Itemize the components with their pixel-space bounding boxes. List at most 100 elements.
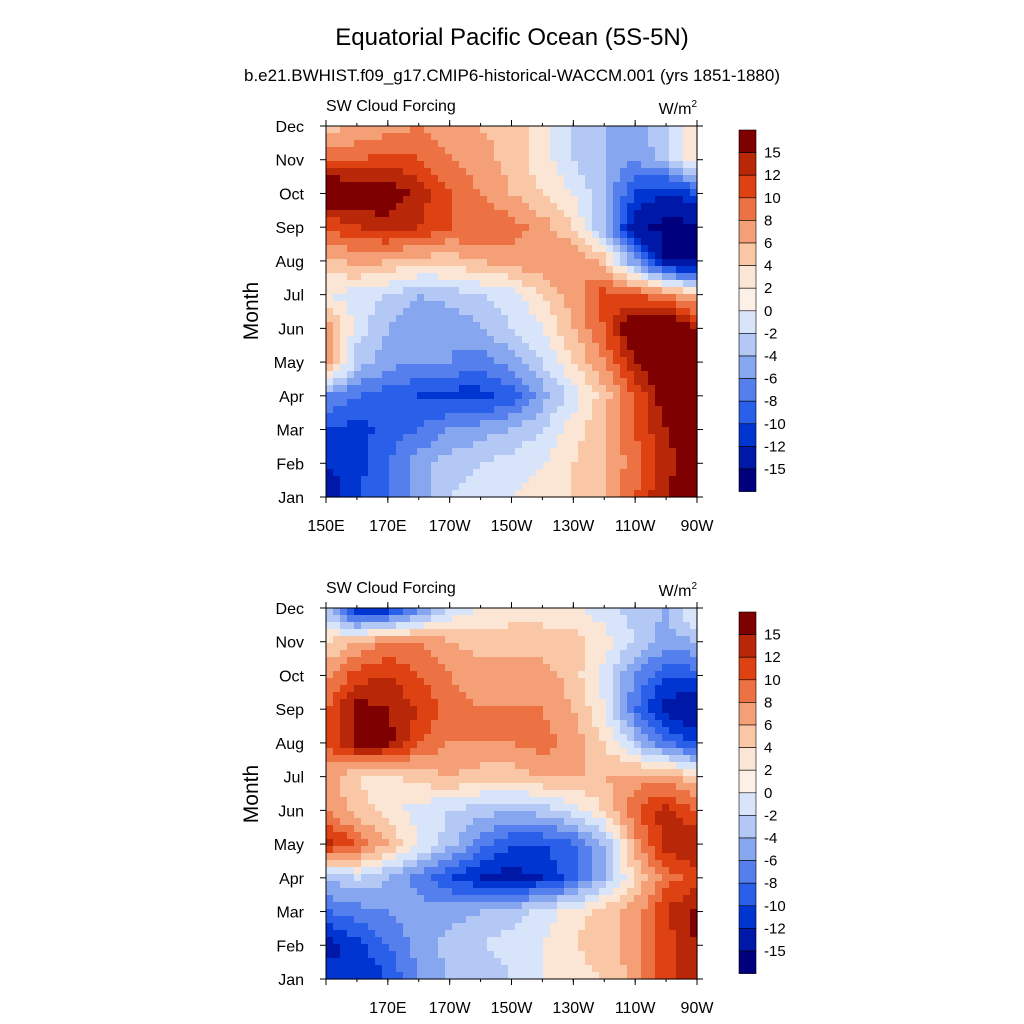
heatmap-cell: [522, 371, 530, 379]
heatmap-cell: [340, 350, 348, 358]
heatmap-cell: [550, 650, 558, 658]
heatmap-cell: [690, 755, 698, 763]
heatmap-cell: [648, 392, 656, 400]
heatmap-cell: [396, 755, 404, 763]
heatmap-cell: [536, 741, 544, 749]
heatmap-cell: [690, 734, 698, 742]
heatmap-cell: [333, 231, 341, 239]
heatmap-cell: [627, 378, 635, 386]
heatmap-cell: [676, 741, 684, 749]
heatmap-cell: [396, 315, 404, 323]
heatmap-cell: [445, 874, 453, 882]
heatmap-cell: [606, 741, 614, 749]
heatmap-cell: [578, 741, 586, 749]
heatmap-cell: [655, 727, 663, 735]
heatmap-cell: [326, 832, 334, 840]
heatmap-cell: [501, 790, 509, 798]
heatmap-cell: [361, 650, 369, 658]
heatmap-cell: [676, 427, 684, 435]
heatmap-cell: [662, 825, 670, 833]
heatmap-cell: [326, 259, 334, 267]
heatmap-cell: [333, 692, 341, 700]
heatmap-cell: [354, 189, 362, 197]
heatmap-cell: [410, 671, 418, 679]
heatmap-cell: [424, 147, 432, 155]
heatmap-cell: [340, 490, 348, 498]
heatmap-cell: [431, 175, 439, 183]
heatmap-cell: [578, 322, 586, 330]
heatmap-cell: [424, 804, 432, 812]
heatmap-cell: [333, 776, 341, 784]
heatmap-cell: [571, 867, 579, 875]
heatmap-cell: [494, 832, 502, 840]
heatmap-cell: [690, 224, 698, 232]
heatmap-cell: [501, 154, 509, 162]
heatmap-cell: [473, 140, 481, 148]
heatmap-cell: [662, 427, 670, 435]
heatmap-cell: [641, 371, 649, 379]
heatmap-cell: [424, 867, 432, 875]
heatmap-cell: [459, 427, 467, 435]
heatmap-cell: [571, 245, 579, 253]
heatmap-cell: [424, 490, 432, 498]
heatmap-cell: [445, 867, 453, 875]
heatmap-cell: [508, 713, 516, 721]
heatmap-cell: [543, 776, 551, 784]
heatmap-cell: [473, 741, 481, 749]
heatmap-cell: [480, 301, 488, 309]
heatmap-cell: [648, 294, 656, 302]
heatmap-cell: [487, 168, 495, 176]
heatmap-cell: [536, 441, 544, 449]
heatmap-cell: [466, 245, 474, 253]
heatmap-cell: [571, 874, 579, 882]
heatmap-cell: [389, 706, 397, 714]
heatmap-cell: [466, 657, 474, 665]
heatmap-cell: [389, 483, 397, 491]
heatmap-cell: [606, 783, 614, 791]
heatmap-cell: [375, 196, 383, 204]
heatmap-cell: [438, 147, 446, 155]
heatmap-cell: [592, 385, 600, 393]
heatmap-cell: [543, 140, 551, 148]
heatmap-cell: [354, 126, 362, 134]
heatmap-cell: [368, 664, 376, 672]
heatmap-cell: [571, 776, 579, 784]
heatmap-cell: [662, 371, 670, 379]
heatmap-cell: [683, 259, 691, 267]
heatmap-cell: [683, 343, 691, 351]
heatmap-cell: [333, 140, 341, 148]
heatmap-cell: [452, 769, 460, 777]
heatmap-cell: [529, 301, 537, 309]
heatmap-cell: [452, 315, 460, 323]
heatmap-cell: [354, 825, 362, 833]
colorbar-label: 15: [764, 145, 781, 162]
heatmap-cell: [424, 797, 432, 805]
heatmap-cell: [389, 734, 397, 742]
heatmap-cell: [340, 294, 348, 302]
colorbar-label: 6: [764, 235, 772, 252]
heatmap-cell: [522, 755, 530, 763]
heatmap-cell: [389, 210, 397, 218]
heatmap-cell: [452, 280, 460, 288]
heatmap-cell: [564, 385, 572, 393]
heatmap-cell: [627, 483, 635, 491]
heatmap-cell: [606, 755, 614, 763]
heatmap-cell: [417, 685, 425, 693]
heatmap-cell: [347, 797, 355, 805]
heatmap-cell: [676, 734, 684, 742]
heatmap-cell: [557, 608, 565, 616]
heatmap-cell: [473, 811, 481, 819]
heatmap-cell: [536, 350, 544, 358]
heatmap-cell: [508, 615, 516, 623]
heatmap-cell: [676, 175, 684, 183]
heatmap-cell: [620, 350, 628, 358]
heatmap-cell: [438, 741, 446, 749]
month-label: Nov: [276, 153, 304, 170]
heatmap-cell: [676, 818, 684, 826]
heatmap-cell: [480, 811, 488, 819]
heatmap-cell: [410, 713, 418, 721]
heatmap-cell: [473, 336, 481, 344]
heatmap-cell: [536, 874, 544, 882]
heatmap-cell: [354, 671, 362, 679]
heatmap-cell: [655, 762, 663, 770]
